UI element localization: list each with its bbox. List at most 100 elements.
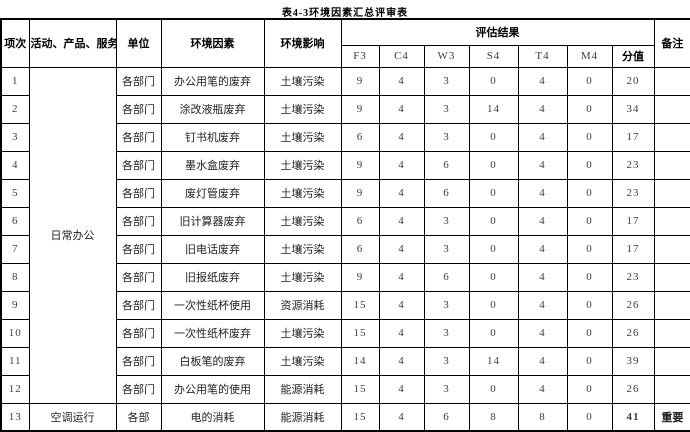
col-header-item-no: 项次 bbox=[0, 18, 30, 68]
cell-w3: 3 bbox=[423, 290, 470, 320]
cell-t4: 8 bbox=[517, 402, 568, 432]
cell-w3: 6 bbox=[423, 178, 470, 208]
cell-m4: 0 bbox=[566, 66, 613, 96]
col-header-f3: F3 bbox=[340, 44, 380, 68]
cell-s4: 0 bbox=[468, 66, 519, 96]
cell-remark bbox=[653, 206, 690, 236]
cell-env-impact: 能源消耗 bbox=[263, 402, 342, 432]
cell-env-factor: 办公用笔的废弃 bbox=[160, 66, 265, 96]
cell-c4: 4 bbox=[378, 290, 425, 320]
col-header-remark: 备注 bbox=[653, 18, 690, 68]
cell-t4: 4 bbox=[517, 318, 568, 348]
cell-activity: 日常办公 bbox=[28, 66, 117, 404]
cell-c4: 4 bbox=[378, 234, 425, 264]
cell-m4: 0 bbox=[566, 150, 613, 180]
cell-remark bbox=[653, 346, 690, 376]
cell-w3: 3 bbox=[423, 94, 470, 124]
cell-item-no: 8 bbox=[0, 262, 30, 292]
cell-s4: 14 bbox=[468, 346, 519, 376]
cell-env-impact: 土壤污染 bbox=[263, 206, 342, 236]
cell-remark bbox=[653, 122, 690, 152]
cell-env-impact: 土壤污染 bbox=[263, 122, 342, 152]
cell-score: 17 bbox=[611, 122, 655, 152]
cell-unit: 各部门 bbox=[115, 290, 162, 320]
cell-unit: 各部门 bbox=[115, 66, 162, 96]
cell-f3: 14 bbox=[340, 346, 380, 376]
col-header-env-factor: 环境因素 bbox=[160, 18, 265, 68]
cell-unit: 各部门 bbox=[115, 234, 162, 264]
cell-env-impact: 土壤污染 bbox=[263, 234, 342, 264]
cell-unit: 各部门 bbox=[115, 318, 162, 348]
cell-c4: 4 bbox=[378, 318, 425, 348]
cell-f3: 6 bbox=[340, 206, 380, 236]
col-header-s4: S4 bbox=[468, 44, 519, 68]
cell-item-no: 13 bbox=[0, 402, 30, 432]
cell-remark: 重要 bbox=[653, 402, 690, 432]
cell-m4: 0 bbox=[566, 206, 613, 236]
cell-score: 26 bbox=[611, 374, 655, 404]
table-body: 1 日常办公 各部门 办公用笔的废弃 土壤污染 9 4 3 0 4 0 20 2 各部门 涂改液瓶废弃 土壤污… bbox=[0, 66, 690, 432]
cell-item-no: 3 bbox=[0, 122, 30, 152]
cell-unit: 各部门 bbox=[115, 206, 162, 236]
cell-c4: 4 bbox=[378, 122, 425, 152]
cell-m4: 0 bbox=[566, 318, 613, 348]
table-row: 7 各部门 旧电话废弃 土壤污染 6 4 3 0 4 0 17 bbox=[0, 234, 690, 264]
cell-item-no: 6 bbox=[0, 206, 30, 236]
cell-s4: 0 bbox=[468, 374, 519, 404]
cell-t4: 4 bbox=[517, 94, 568, 124]
cell-env-factor: 钉书机废弃 bbox=[160, 122, 265, 152]
cell-m4: 0 bbox=[566, 290, 613, 320]
cell-m4: 0 bbox=[566, 234, 613, 264]
cell-remark bbox=[653, 150, 690, 180]
cell-item-no: 1 bbox=[0, 66, 30, 96]
cell-w3: 3 bbox=[423, 66, 470, 96]
cell-t4: 4 bbox=[517, 346, 568, 376]
cell-item-no: 12 bbox=[0, 374, 30, 404]
cell-unit: 各部门 bbox=[115, 346, 162, 376]
table-row: 11 各部门 白板笔的废弃 土壤污染 14 4 3 14 4 0 39 bbox=[0, 346, 690, 376]
cell-unit: 各部门 bbox=[115, 94, 162, 124]
cell-t4: 4 bbox=[517, 150, 568, 180]
cell-m4: 0 bbox=[566, 374, 613, 404]
cell-m4: 0 bbox=[566, 346, 613, 376]
env-factors-table: 项次 活动、产品、服务 单位 环境因素 环境影响 评估结果 备注 F3 C4 W… bbox=[0, 18, 690, 432]
table-row: 5 各部门 废灯管废弃 土壤污染 9 4 6 0 4 0 23 bbox=[0, 178, 690, 208]
cell-f3: 9 bbox=[340, 66, 380, 96]
cell-item-no: 5 bbox=[0, 178, 30, 208]
cell-c4: 4 bbox=[378, 178, 425, 208]
cell-unit: 各部门 bbox=[115, 262, 162, 292]
cell-t4: 4 bbox=[517, 374, 568, 404]
cell-t4: 4 bbox=[517, 66, 568, 96]
cell-remark bbox=[653, 234, 690, 264]
cell-c4: 4 bbox=[378, 206, 425, 236]
cell-w3: 3 bbox=[423, 346, 470, 376]
table-row: 12 各部门 办公用笔的使用 能源消耗 15 4 3 0 4 0 26 bbox=[0, 374, 690, 404]
cell-env-factor: 涂改液瓶废弃 bbox=[160, 94, 265, 124]
cell-w3: 3 bbox=[423, 318, 470, 348]
cell-w3: 3 bbox=[423, 374, 470, 404]
cell-env-factor: 一次性纸杯使用 bbox=[160, 290, 265, 320]
cell-env-factor: 墨水盒废弃 bbox=[160, 150, 265, 180]
cell-env-impact: 土壤污染 bbox=[263, 178, 342, 208]
col-header-activity: 活动、产品、服务 bbox=[28, 18, 117, 68]
cell-remark bbox=[653, 178, 690, 208]
cell-remark bbox=[653, 94, 690, 124]
cell-w3: 3 bbox=[423, 206, 470, 236]
cell-remark bbox=[653, 318, 690, 348]
cell-s4: 0 bbox=[468, 290, 519, 320]
cell-s4: 0 bbox=[468, 150, 519, 180]
table-row: 4 各部门 墨水盒废弃 土壤污染 9 4 6 0 4 0 23 bbox=[0, 150, 690, 180]
cell-score: 23 bbox=[611, 178, 655, 208]
cell-env-factor: 旧电话废弃 bbox=[160, 234, 265, 264]
cell-f3: 15 bbox=[340, 402, 380, 432]
col-header-t4: T4 bbox=[517, 44, 568, 68]
cell-env-impact: 能源消耗 bbox=[263, 374, 342, 404]
table-row: 2 各部门 涂改液瓶废弃 土壤污染 9 4 3 14 4 0 34 bbox=[0, 94, 690, 124]
cell-item-no: 2 bbox=[0, 94, 30, 124]
cell-s4: 14 bbox=[468, 94, 519, 124]
cell-activity: 空调运行 bbox=[28, 402, 117, 432]
col-header-c4: C4 bbox=[378, 44, 425, 68]
col-header-env-impact: 环境影响 bbox=[263, 18, 342, 68]
table-row: 10 各部门 一次性纸杯废弃 土壤污染 15 4 3 0 4 0 26 bbox=[0, 318, 690, 348]
